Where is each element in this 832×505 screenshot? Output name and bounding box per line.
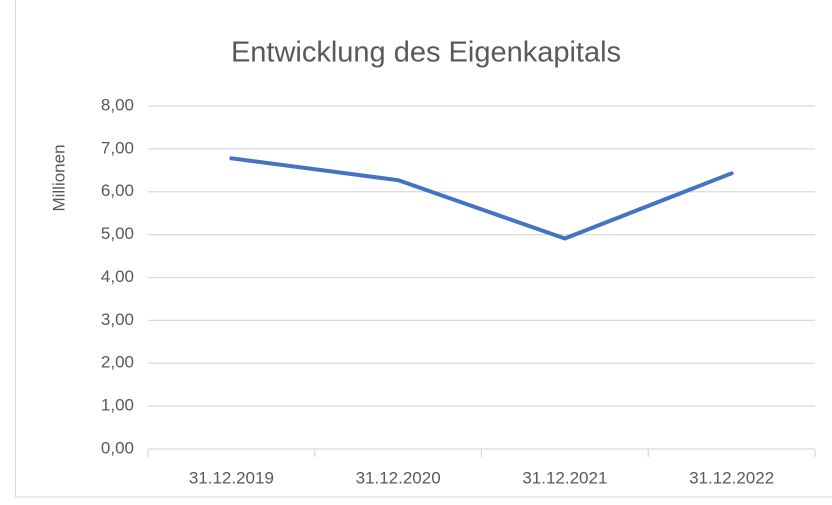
x-tick-label: 31.12.2021 [522,468,607,487]
y-tick-label: 4,00 [101,267,134,286]
x-tick-label: 31.12.2019 [189,468,274,487]
y-tick-label: 6,00 [101,181,134,200]
y-tick-label: 5,00 [101,224,134,243]
y-tick-label: 8,00 [101,95,134,114]
y-tick-label: 0,00 [101,438,134,457]
chart-title: Entwicklung des Eigenkapitals [231,37,621,69]
y-tick-label: 1,00 [101,396,134,415]
x-tick-label: 31.12.2022 [689,468,774,487]
y-tick-label: 2,00 [101,353,134,372]
y-axis-label: Millionen [49,144,68,211]
data-line [229,156,734,241]
chart-frame [15,0,832,498]
y-tick-label: 7,00 [101,138,134,157]
y-tick-label: 3,00 [101,310,134,329]
x-tick-label: 31.12.2020 [356,468,441,487]
